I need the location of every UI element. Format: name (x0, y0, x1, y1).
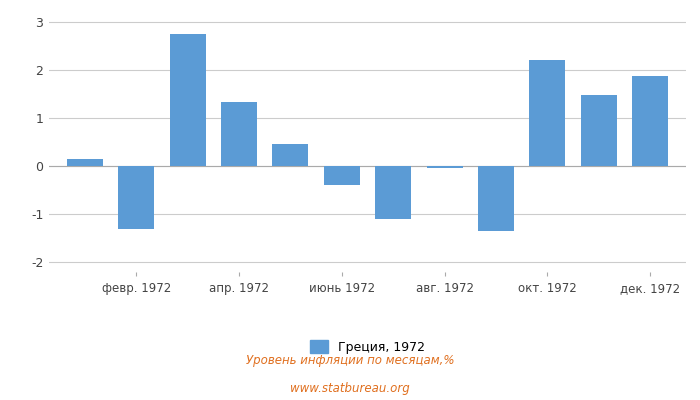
Bar (426, 166, 463, 168)
Bar (529, 60, 566, 166)
Bar (118, 166, 154, 229)
Legend: Греция, 1972: Греция, 1972 (304, 336, 430, 359)
Bar (375, 166, 411, 219)
Bar (221, 102, 257, 166)
Bar (632, 76, 668, 166)
Bar (169, 34, 206, 166)
Bar (478, 166, 514, 231)
Bar (67, 159, 103, 166)
Bar (272, 144, 309, 166)
Bar (581, 95, 617, 166)
Bar (324, 166, 360, 185)
Text: Уровень инфляции по месяцам,%: Уровень инфляции по месяцам,% (246, 354, 454, 367)
Text: www.statbureau.org: www.statbureau.org (290, 382, 410, 395)
